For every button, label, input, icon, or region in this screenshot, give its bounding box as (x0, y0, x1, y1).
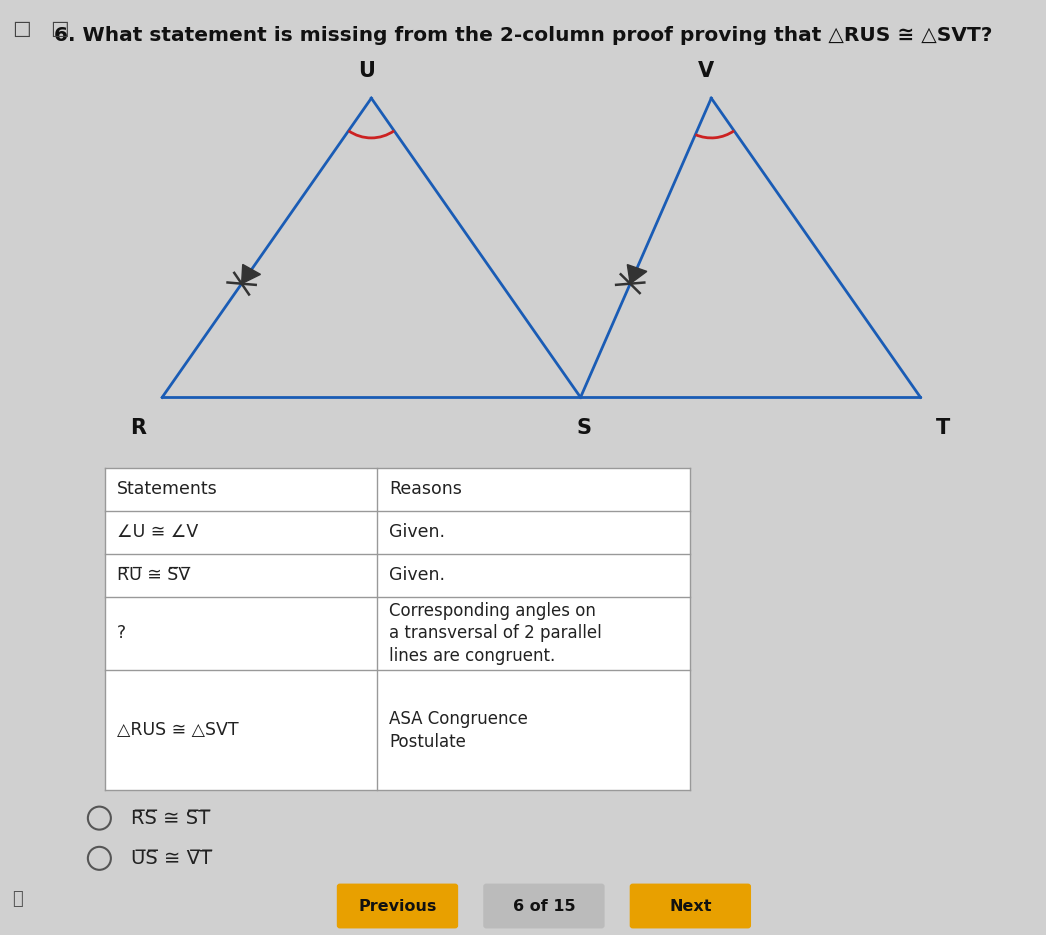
Text: ASA Congruence
Postulate: ASA Congruence Postulate (389, 710, 528, 751)
Text: 6. What statement is missing from the 2-column proof proving that △RUS ≅ △SVT?: 6. What statement is missing from the 2-… (53, 26, 993, 45)
Text: ∠U ≅ ∠V: ∠U ≅ ∠V (117, 523, 199, 541)
Text: 6 of 15: 6 of 15 (513, 899, 575, 913)
Text: Next: Next (669, 899, 711, 913)
Text: V: V (698, 62, 714, 81)
Text: Corresponding angles on
a transversal of 2 parallel
lines are congruent.: Corresponding angles on a transversal of… (389, 601, 601, 666)
Text: Previous: Previous (359, 899, 436, 913)
Text: Reasons: Reasons (389, 480, 462, 498)
FancyBboxPatch shape (337, 884, 458, 928)
Text: R̅U̅ ≅ S̅V̅: R̅U̅ ≅ S̅V̅ (117, 566, 190, 584)
Text: R̅S̅ ≅ S̅T̅: R̅S̅ ≅ S̅T̅ (131, 809, 210, 827)
Polygon shape (105, 468, 690, 790)
Text: ☐: ☐ (13, 21, 31, 40)
Text: △RUS ≅ △SVT: △RUS ≅ △SVT (117, 721, 238, 740)
Text: Given.: Given. (389, 566, 446, 584)
Text: S: S (576, 418, 591, 438)
Text: T: T (936, 418, 951, 438)
Text: U̅S̅ ≅ V̅T̅: U̅S̅ ≅ V̅T̅ (131, 849, 211, 868)
Text: ?: ? (117, 625, 127, 642)
Text: Statements: Statements (117, 480, 218, 498)
Text: R: R (131, 418, 146, 438)
Text: Given.: Given. (389, 523, 446, 541)
Text: U: U (358, 62, 374, 81)
Text: ☐: ☐ (50, 21, 69, 40)
FancyBboxPatch shape (483, 884, 605, 928)
FancyBboxPatch shape (630, 884, 751, 928)
Polygon shape (242, 265, 260, 283)
Text: ⌛: ⌛ (13, 890, 23, 909)
Polygon shape (628, 265, 646, 283)
